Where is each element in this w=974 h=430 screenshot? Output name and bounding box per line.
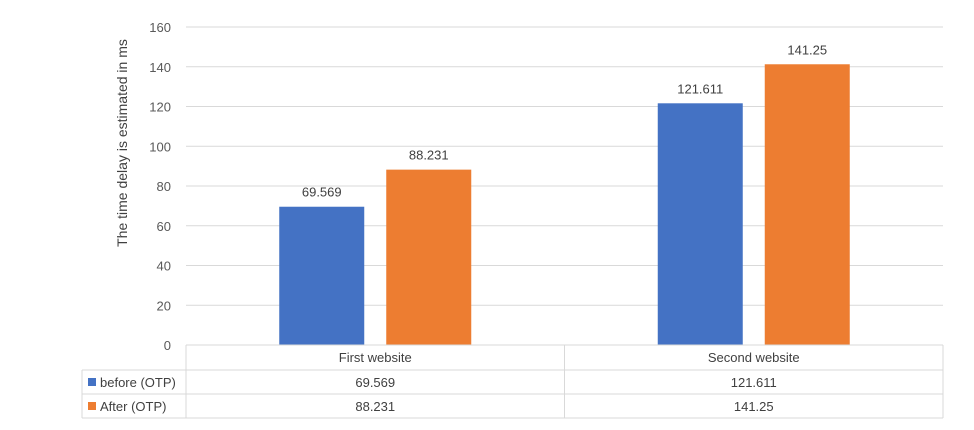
y-tick-label: 40	[157, 259, 171, 274]
y-tick-label: 100	[149, 139, 171, 154]
y-axis-title: The time delay is estimated in ms	[114, 39, 130, 247]
data-table: First website Second website before (OTP) 6…	[81, 344, 944, 419]
data-label: 141.25	[787, 42, 827, 57]
data-label: 69.569	[302, 185, 342, 200]
legend-swatch	[88, 378, 96, 386]
bar-after-2	[764, 64, 850, 345]
x-tick-label: Second website	[708, 350, 800, 365]
y-tick-label: 140	[149, 60, 171, 75]
bars	[279, 64, 850, 346]
table-cell: 69.569	[355, 375, 395, 390]
y-tick-label: 60	[157, 219, 171, 234]
table-cell: 88.231	[355, 399, 395, 414]
y-tick-label: 20	[157, 298, 171, 313]
y-tick-label: 120	[149, 100, 171, 115]
y-axis-ticks: 0 20 40 60 80 100 120 140 160	[149, 20, 171, 353]
y-tick-label: 160	[149, 20, 171, 35]
y-tick-label: 80	[157, 179, 171, 194]
y-tick-label: 0	[164, 338, 171, 353]
data-label: 121.611	[677, 81, 723, 96]
bar-after-1	[386, 169, 472, 345]
table-cell: 121.611	[731, 375, 777, 390]
legend-label: After (OTP)	[100, 399, 166, 414]
x-tick-label: First website	[339, 350, 412, 365]
data-label: 88.231	[409, 148, 449, 163]
legend-swatch	[88, 402, 96, 410]
legend-label: before (OTP)	[100, 375, 176, 390]
table-cell: 141.25	[734, 399, 774, 414]
bar-before-2	[657, 103, 743, 346]
data-labels: 69.569 88.231 121.611 141.25	[302, 42, 827, 199]
bar-before-1	[279, 206, 365, 345]
